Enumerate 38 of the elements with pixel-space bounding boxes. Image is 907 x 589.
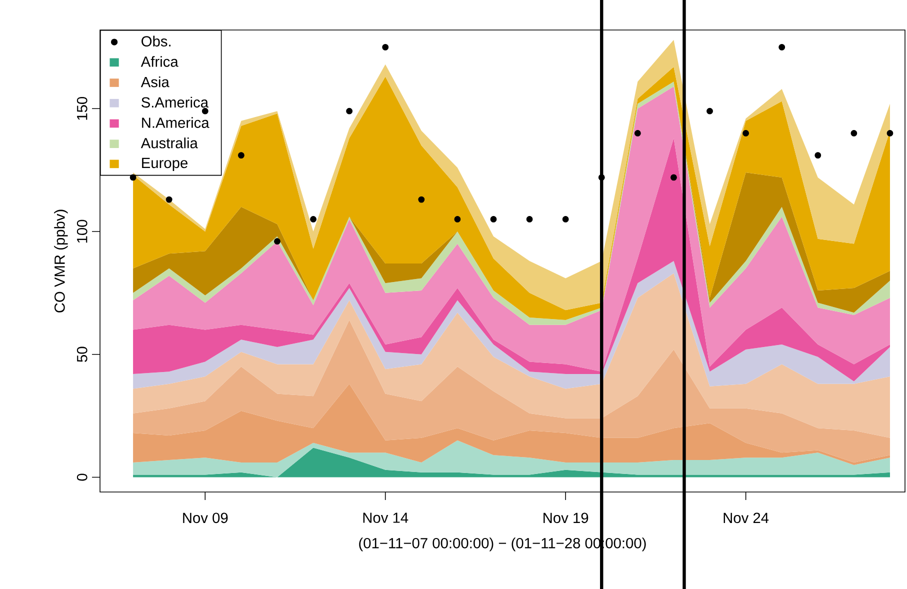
y-tick-label: 150 [76,96,88,120]
legend-label: Africa [140,56,178,67]
legend-label: Obs. [142,36,170,47]
point [454,216,461,222]
y-axis-title: CO VMR (ppbv) [54,210,68,312]
legend-label: Asia [140,76,170,88]
point [526,216,533,222]
point [850,130,858,136]
x-tick-label: Nov 24 [724,512,769,524]
legend-label: N.America [142,117,210,128]
point [346,108,353,114]
point [238,152,244,159]
y-tick-label: 0 [76,474,88,481]
point [706,108,713,114]
y-tick-label: 100 [76,220,88,243]
point [814,152,822,159]
legend-label: S.America [142,96,208,108]
point [742,130,750,136]
point [382,44,389,50]
x-tick-label: Nov 09 [183,512,228,524]
point [562,216,569,222]
y-tick-label: 50 [76,346,88,362]
point [778,44,786,50]
point [886,130,894,136]
x-tick-label: Nov 19 [544,512,588,524]
point [202,108,208,114]
legend-label: Australia [140,138,198,148]
point [670,174,677,181]
point [418,196,425,203]
point [166,196,172,203]
point [130,174,136,181]
legend-label: Europe [142,158,188,172]
point [598,174,605,181]
point [274,238,280,245]
point [490,216,497,222]
point [310,216,316,222]
point [634,130,641,136]
x-tick-label: Nov 14 [363,512,408,523]
